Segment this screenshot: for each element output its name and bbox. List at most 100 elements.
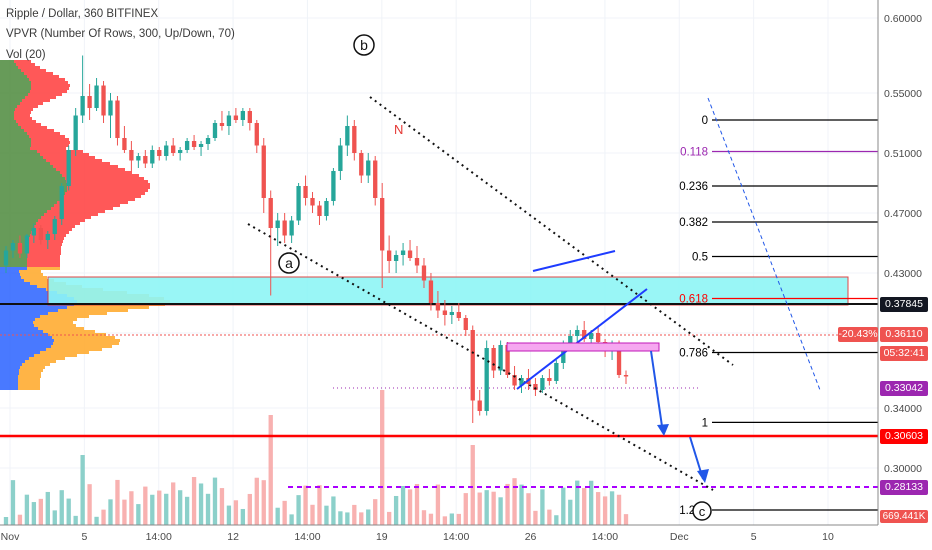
volume-bar (177, 490, 183, 525)
breakdown-box[interactable] (506, 342, 660, 352)
candle (386, 235, 392, 273)
volume-bar (108, 499, 113, 525)
candle (136, 153, 141, 168)
fib-label: 0.236 (679, 181, 708, 193)
candle (512, 366, 517, 390)
price-axis[interactable]: 0.600000.550000.510000.470000.430000.390… (877, 0, 932, 550)
volume-bar (87, 484, 92, 525)
current-price-tag: 0.37845 (880, 297, 928, 312)
candle (191, 135, 197, 150)
volume-bar (129, 491, 134, 525)
channel-upper-line[interactable] (369, 96, 734, 366)
fib-label: 0.118 (680, 147, 708, 159)
arrow-to-support[interactable] (650, 350, 669, 436)
candle (219, 111, 225, 131)
y-tick-label: 0.30000 (884, 463, 922, 475)
candle (205, 135, 211, 150)
volume-bar (442, 516, 448, 525)
volume-bar (122, 499, 127, 525)
wedge-lower-line[interactable] (516, 288, 648, 390)
volume-bar (247, 493, 252, 525)
volume-bar (491, 491, 496, 525)
y-tick-label: 0.43000 (884, 268, 922, 280)
volume-bar (38, 498, 43, 525)
volume-bar (282, 500, 287, 525)
fib-label: 0.618 (679, 294, 708, 306)
volume-bar (52, 510, 57, 525)
volume-bar (616, 494, 622, 525)
candle (24, 234, 30, 258)
candle (3, 246, 9, 273)
candle (73, 108, 78, 156)
candle (94, 78, 99, 111)
candle (289, 216, 294, 243)
volume-bar (254, 477, 259, 525)
candle (240, 108, 246, 126)
volume-bar (261, 480, 266, 525)
volume-bar (477, 492, 482, 525)
candle (268, 190, 273, 296)
resistance-zone[interactable] (47, 276, 849, 306)
candle (380, 183, 385, 288)
svg-text:a: a (285, 255, 293, 271)
candle (171, 138, 176, 156)
volume-bar (275, 507, 280, 525)
volume-bar (366, 509, 371, 525)
volume-bar (575, 480, 580, 525)
candle (164, 141, 169, 161)
volume-bar (533, 510, 538, 525)
channel-lower-line[interactable] (247, 223, 714, 491)
candle (122, 126, 127, 153)
x-tick-label: 14:00 (294, 531, 320, 543)
volume-bar (393, 495, 399, 525)
volume-bar (623, 514, 629, 525)
x-tick-label: Nov (1, 531, 20, 543)
candle (407, 240, 413, 261)
candle (449, 306, 455, 324)
wave-label-b: b (353, 34, 375, 56)
candle (80, 55, 85, 123)
volume-bar (456, 513, 461, 525)
candle (303, 175, 308, 206)
volume-bar (296, 495, 301, 525)
volume-bar (324, 505, 329, 525)
volume-bar (289, 514, 294, 525)
candle (595, 327, 601, 345)
volume-bar (421, 510, 427, 525)
volume-bar (303, 485, 308, 525)
candle (317, 201, 322, 225)
candle (547, 369, 552, 386)
candle (359, 150, 364, 183)
x-tick-label: 5 (81, 531, 87, 543)
x-tick-label: 5 (751, 531, 757, 543)
volume-bar (498, 497, 503, 525)
candle (17, 235, 23, 258)
y-tick-label: 0.51000 (884, 148, 922, 160)
candle (184, 138, 190, 153)
volume-bar (568, 499, 573, 525)
arrow-to-target[interactable] (689, 436, 709, 483)
volume-bar (310, 504, 315, 525)
wedge-upper-line[interactable] (532, 250, 616, 272)
candle (324, 198, 329, 221)
volume-bar (212, 477, 218, 525)
volume-bar (17, 514, 23, 525)
y-tick-label: 0.34000 (884, 403, 922, 415)
fib-label: 0.5 (692, 252, 708, 264)
candle (212, 120, 218, 141)
projection-dashed-line[interactable] (707, 97, 821, 391)
volume-bar (595, 492, 601, 525)
volume-indicator-label: Vol (20) (6, 49, 46, 61)
candle (373, 156, 378, 206)
candle (52, 216, 57, 240)
x-tick-label: 10 (822, 531, 834, 543)
candle (296, 183, 301, 225)
volume-bar (582, 488, 587, 525)
volume-bar (352, 504, 357, 525)
candle (226, 111, 232, 135)
volume-bar (400, 485, 406, 525)
fib-label: 1 (702, 417, 708, 429)
time-axis[interactable]: Nov 5 14:00 12 14:00 19 14:00 26 14:00 Dec 5 10 (0, 524, 932, 550)
